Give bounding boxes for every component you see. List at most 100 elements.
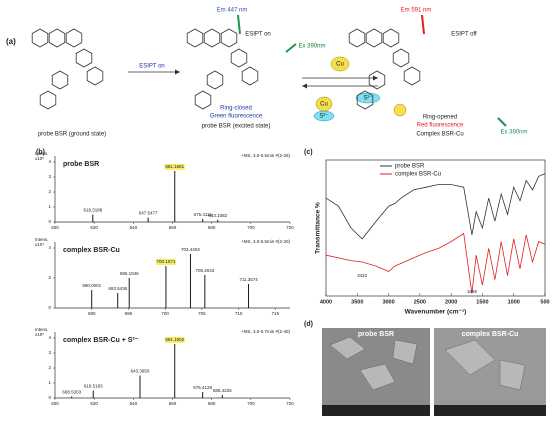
ring [356, 90, 374, 110]
arrow-label: ESIPT on [139, 64, 165, 70]
excitation: Ex 390nm [500, 130, 527, 136]
highlight [155, 259, 176, 265]
y-axis-label: Intens. [35, 327, 49, 332]
s-ion [313, 110, 335, 122]
ring [51, 70, 69, 90]
x-tick-label: 4000 [320, 299, 332, 305]
ex-ray [285, 43, 297, 53]
ring [39, 90, 57, 110]
y-tick-label: 1 [48, 380, 51, 385]
sem-label: probe BSR [358, 331, 394, 338]
y-tick-label: 0 [48, 395, 51, 400]
ring [392, 48, 410, 68]
x-tick-label: 700 [247, 401, 255, 406]
ion-label: Cu [336, 62, 344, 68]
y-tick-label: 2 [48, 365, 51, 370]
y-axis-label: Intens. [35, 151, 49, 156]
y-unit: x10⁴ [35, 242, 44, 247]
panel-label: (a) [6, 37, 16, 46]
caption: Red fluorescence [417, 123, 464, 129]
y-tick-label: 4 [48, 159, 51, 164]
ring [241, 66, 259, 86]
x-tick-label: 705 [198, 311, 206, 316]
peak-label: 619.3188 [83, 208, 102, 213]
ex-ray [497, 117, 507, 127]
ring [220, 28, 238, 48]
x-tick-label: 600 [51, 225, 59, 230]
x-tick-label: 600 [51, 401, 59, 406]
peak-label: 608.5303 [62, 390, 81, 395]
x-tick-label: 720 [286, 225, 294, 230]
peak-label: 700.1071 [157, 259, 176, 264]
sem-footer [434, 405, 546, 416]
header: +MS, 3.0-5.5min #(2-26) [241, 153, 290, 158]
arrow-head [302, 83, 307, 89]
x-tick-label: 690 [88, 311, 96, 316]
x-tick-label: 695 [125, 311, 133, 316]
x-tick-label: 640 [130, 401, 138, 406]
peak-label: 693.5436 [108, 286, 127, 291]
y-axis-label: Intens. [35, 237, 49, 242]
ring [230, 48, 248, 68]
sem-footer [322, 405, 430, 416]
peak-label: 661.1502 [165, 337, 184, 342]
x-tick-label: 3000 [382, 299, 394, 305]
arrow-head [175, 69, 180, 75]
x-tick-label: 660 [169, 401, 177, 406]
y-tick-label: 2 [48, 189, 51, 194]
ring [31, 28, 49, 48]
peak-label: 619.5183 [84, 384, 103, 389]
ion-label: S²⁻ [363, 96, 372, 102]
y-tick-label: 0 [48, 305, 51, 310]
peak-label: 661.1661 [165, 164, 184, 169]
peak-label: 695.1046 [120, 271, 139, 276]
x-tick-label: 700 [161, 311, 169, 316]
sem-label: complex BSR-Cu [462, 331, 519, 338]
highlight [164, 164, 185, 170]
peak-label: 643.3950 [131, 369, 150, 374]
arrow-head [373, 75, 378, 81]
ring [365, 28, 383, 48]
caption: Ring-opened [423, 115, 457, 121]
series-line [325, 232, 546, 294]
peak-label: 703.4403 [181, 247, 200, 252]
peak-label: 647.5477 [139, 211, 158, 216]
x-tick-label: 720 [286, 401, 294, 406]
x-tick-label: 640 [130, 225, 138, 230]
chart-title: complex BSR-Cu + S²⁻ [63, 337, 139, 344]
x-tick-label: 710 [235, 311, 243, 316]
x-tick-label: 3500 [351, 299, 363, 305]
legend-label: complex BSR-Cu [395, 172, 441, 178]
ring [203, 28, 221, 48]
ring [75, 48, 93, 68]
x-tick-label: 700 [247, 225, 255, 230]
scheme: (a) probe BSR (ground state) ESIPT on Em… [6, 8, 528, 138]
legend-label: probe BSR [395, 164, 425, 170]
esipt: ESIPT on [245, 32, 271, 38]
caption: Green fluorescence [210, 114, 263, 120]
panel-label: (c) [304, 149, 313, 156]
peak-label: 685.4225 [213, 388, 232, 393]
peak-label: 683.1082 [208, 213, 227, 218]
chart-title: complex BSR-Cu [63, 247, 120, 254]
x-tick-label: 1500 [476, 299, 488, 305]
ring [368, 70, 386, 90]
ring [403, 66, 421, 86]
ring [382, 28, 400, 48]
y-tick-label: 4 [48, 335, 51, 340]
sem-image [434, 328, 546, 416]
caption: probe BSR (ground state) [38, 132, 106, 138]
peak-label: 690.0001 [82, 283, 101, 288]
cu-ion [393, 103, 407, 117]
x-tick-label: 680 [208, 401, 216, 406]
peak-label: 705.4043 [195, 268, 214, 273]
panel-label: (d) [304, 321, 313, 328]
crystal [329, 336, 526, 391]
y-tick-label: 0 [48, 219, 51, 224]
ring [65, 28, 83, 48]
cu-ion [330, 56, 350, 72]
ring [348, 28, 366, 48]
x-tick-label: 715 [272, 311, 280, 316]
peak-label: 675.4128 [193, 385, 212, 390]
